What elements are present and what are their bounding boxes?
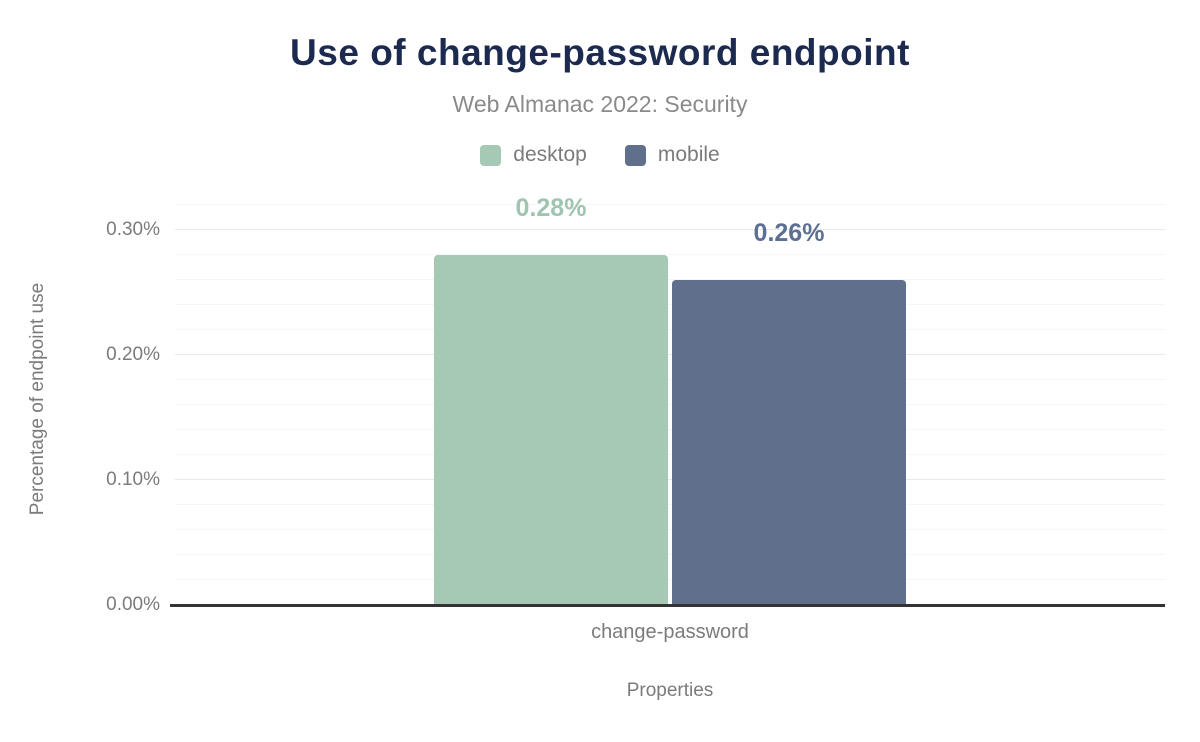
legend: desktop mobile xyxy=(0,143,1200,167)
major-gridline xyxy=(175,479,1165,480)
minor-gridline xyxy=(175,529,1165,530)
chart-subtitle: Web Almanac 2022: Security xyxy=(452,91,748,117)
legend-item-desktop: desktop xyxy=(480,143,587,167)
legend-label-mobile: mobile xyxy=(657,143,720,166)
minor-gridline xyxy=(175,279,1165,280)
bar-mobile xyxy=(672,280,906,605)
bar-value-label-desktop: 0.28% xyxy=(515,194,587,222)
x-axis-category-labels: change-password xyxy=(175,621,1165,644)
bar-value-label-mobile: 0.26% xyxy=(753,219,825,247)
minor-gridline xyxy=(175,304,1165,305)
major-gridline xyxy=(175,354,1165,355)
y-tick-label: 0.00% xyxy=(106,594,160,615)
plot-area: 0.28% 0.26% xyxy=(175,190,1165,605)
x-category-label: change-password xyxy=(591,621,749,643)
legend-label-desktop: desktop xyxy=(513,143,587,166)
bar-desktop xyxy=(434,255,668,605)
minor-gridline xyxy=(175,254,1165,255)
minor-gridline xyxy=(175,404,1165,405)
minor-gridline xyxy=(175,204,1165,205)
y-tick-label: 0.10% xyxy=(106,469,160,490)
minor-gridline xyxy=(175,554,1165,555)
minor-gridline xyxy=(175,429,1165,430)
chart-title: Use of change-password endpoint xyxy=(290,32,910,73)
x-axis-title: Properties xyxy=(626,680,714,701)
minor-gridline xyxy=(175,454,1165,455)
major-gridline xyxy=(175,229,1165,230)
x-axis-line xyxy=(170,604,1165,607)
legend-swatch-mobile xyxy=(624,144,646,166)
minor-gridline xyxy=(175,579,1165,580)
y-tick-label: 0.30% xyxy=(106,219,160,240)
legend-swatch-desktop xyxy=(480,144,502,166)
minor-gridline xyxy=(175,504,1165,505)
legend-item-mobile: mobile xyxy=(624,143,720,167)
y-tick-label: 0.20% xyxy=(106,344,160,365)
minor-gridline xyxy=(175,329,1165,330)
y-axis-tick-labels: 0.00% 0.10% 0.20% 0.30% xyxy=(0,190,160,615)
minor-gridline xyxy=(175,379,1165,380)
